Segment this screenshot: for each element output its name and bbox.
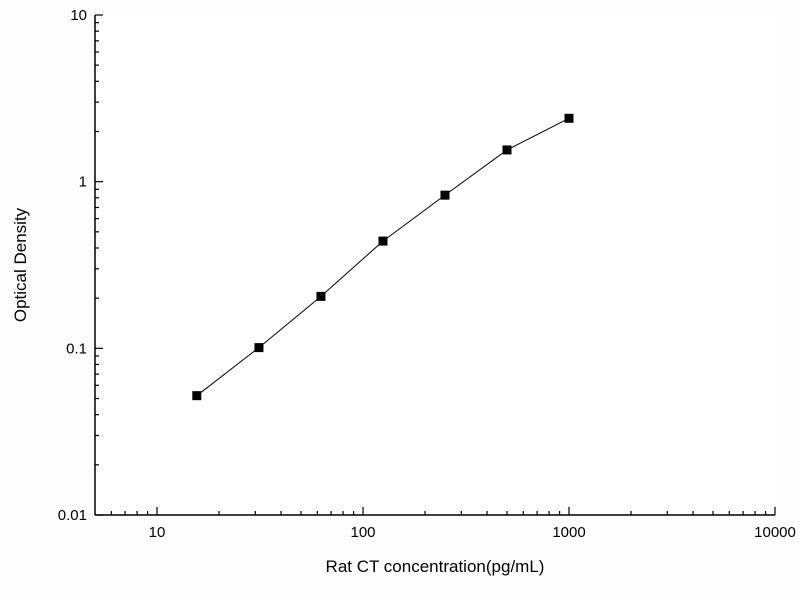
y-tick-label: 0.01 — [58, 507, 87, 524]
plot-area — [95, 15, 775, 515]
data-point-marker — [564, 113, 574, 123]
y-tick-label: 10 — [70, 7, 87, 24]
x-tick-label: 1000 — [552, 524, 585, 541]
data-point-marker — [316, 291, 326, 301]
data-series — [192, 113, 574, 401]
axes — [94, 15, 775, 516]
x-tick-label: 10 — [149, 524, 166, 541]
data-point-marker — [192, 391, 202, 401]
y-tick-label: 1 — [79, 174, 87, 191]
x-tick-label: 10000 — [754, 524, 796, 541]
tick-labels: 10 100 1000 10000 0.01 0.1 1 10 — [58, 7, 796, 541]
tick-marks — [95, 14, 776, 516]
x-tick-label: 100 — [350, 524, 375, 541]
data-point-marker — [378, 236, 388, 246]
data-point-marker — [502, 145, 512, 155]
x-axis-title: Rat CT concentration(pg/mL) — [326, 557, 545, 576]
data-point-marker — [440, 190, 450, 200]
y-tick-label: 0.1 — [66, 340, 87, 357]
y-axis-title: Optical Density — [11, 207, 30, 322]
data-point-marker — [254, 343, 264, 353]
